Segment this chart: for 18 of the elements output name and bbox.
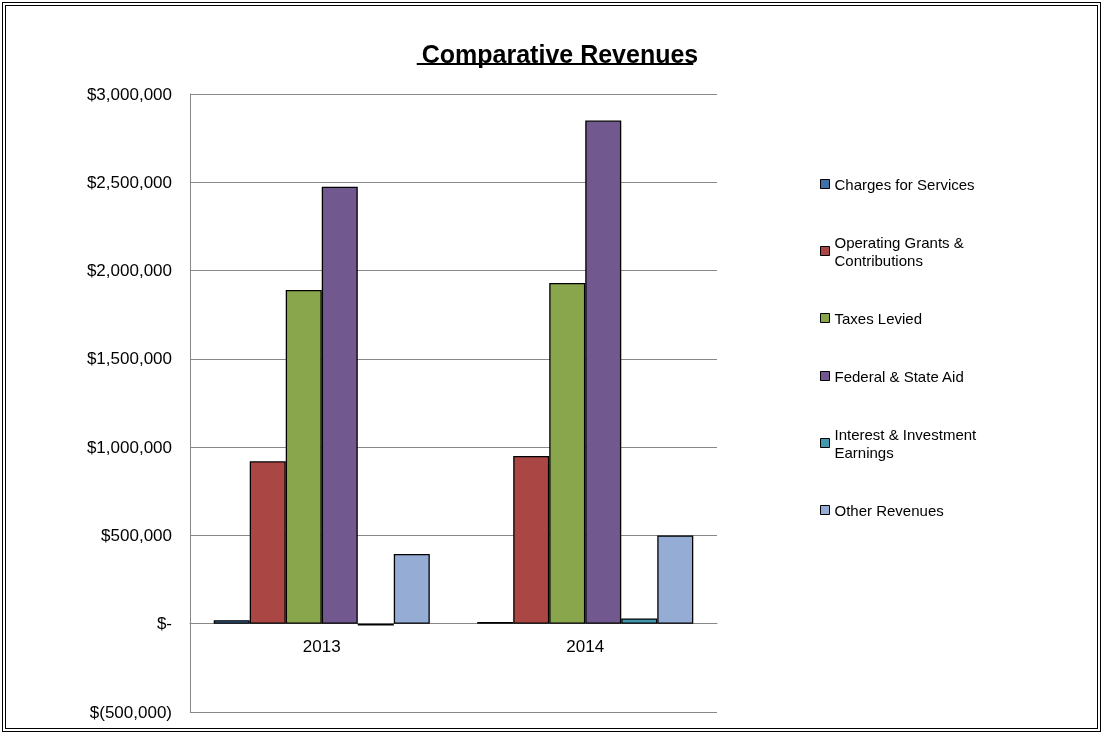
legend-label: Interest & Investment Earnings <box>834 425 981 461</box>
legend-label: Taxes Levied <box>834 309 923 327</box>
legend-label: Other Revenues <box>834 501 944 519</box>
y-tick-label: $3,000,000 <box>86 84 172 104</box>
chart-title: Comparative Revenues <box>421 39 699 68</box>
x-tick-label: 2014 <box>566 637 605 657</box>
y-tick-label: $2,000,000 <box>86 261 172 281</box>
legend-label: Federal & State Aid <box>834 367 964 385</box>
bar <box>393 553 430 624</box>
legend-label: Operating Grants & Contributions <box>834 233 968 269</box>
y-tick-label: $500,000 <box>101 525 172 545</box>
x-tick-label: 2013 <box>302 637 341 657</box>
y-tick-label: $2,500,000 <box>86 172 172 192</box>
y-tick-label: $1,500,000 <box>86 349 172 369</box>
y-tick-label: $(500,000) <box>89 702 172 722</box>
y-tick-label: $1,000,000 <box>86 437 172 457</box>
y-tick-label: $- <box>156 614 172 634</box>
legend-label: Charges for Services <box>834 175 975 193</box>
